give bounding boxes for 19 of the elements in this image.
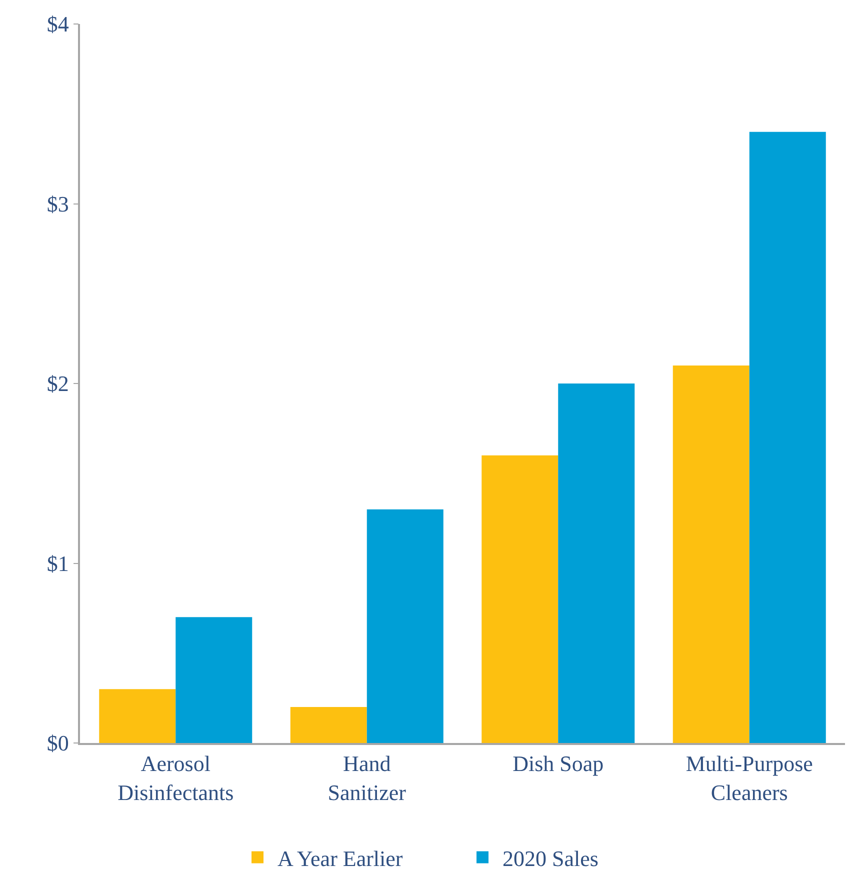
y-tick-label: $4: [46, 12, 69, 37]
bar: [366, 509, 444, 743]
y-tick-label: $2: [46, 371, 69, 396]
bar: [290, 707, 367, 743]
y-tick-label: $1: [46, 550, 69, 576]
x-tick-label: Dish Soap: [512, 751, 604, 776]
bar: [558, 384, 635, 743]
legend-label: 2020 Sales: [502, 846, 598, 871]
bar: [672, 366, 750, 743]
legend-label: A Year Earlier: [278, 846, 404, 871]
x-tick-label: Multi-Purpose Cleaners: [686, 751, 813, 805]
bar: [99, 689, 176, 743]
x-tick-label: Aerosol Disinfectants: [118, 751, 234, 805]
y-tick-label: $3: [46, 191, 69, 216]
bar: [482, 455, 558, 743]
x-tick-label: Hand Sanitizer: [328, 751, 407, 805]
bar: [176, 617, 252, 743]
y-tick-label: $0: [46, 730, 69, 756]
bar: [749, 132, 826, 743]
